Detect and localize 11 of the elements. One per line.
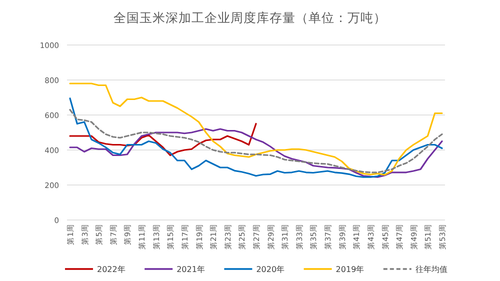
- chart-title: 全国玉米深加工企业周度库存量（单位：万吨）: [114, 10, 386, 25]
- line-series: [69, 108, 443, 174]
- line-series: [69, 128, 443, 178]
- legend-label: 往年均值: [415, 265, 448, 274]
- legend-label: 2020年: [256, 265, 285, 274]
- legend-label: 2021年: [176, 265, 205, 274]
- line-series: [69, 98, 443, 178]
- legend-label: 2019年: [336, 265, 364, 274]
- line-series: [69, 82, 443, 176]
- line-series: [69, 122, 257, 156]
- legend-label: 2022年: [97, 265, 126, 274]
